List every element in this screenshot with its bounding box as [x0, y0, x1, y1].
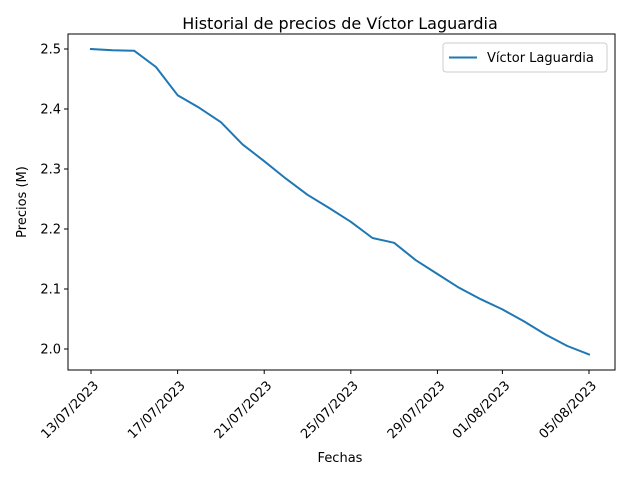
- y-tick-label: 2.2: [40, 223, 61, 238]
- y-tick-label: 2.1: [40, 283, 61, 298]
- y-axis-title: Precios (M): [15, 166, 30, 238]
- legend: Víctor Laguardia: [442, 42, 608, 73]
- plot-area: [67, 33, 616, 371]
- y-tick-label: 2.3: [40, 163, 61, 178]
- y-tick-label: 2.4: [40, 103, 61, 118]
- series-line: [89, 47, 591, 356]
- x-axis-title: Fechas: [318, 451, 363, 466]
- legend-box: [442, 42, 608, 73]
- axes-frame: [67, 33, 616, 371]
- y-tick-label: 2.5: [40, 43, 61, 58]
- y-tick-label: 2.0: [40, 343, 61, 358]
- series-layer: [89, 47, 591, 356]
- chart-title: Historial de precios de Víctor Laguardia: [182, 14, 498, 33]
- y-axis: 2.0 2.1 2.2 2.3 2.4 2.5: [40, 43, 68, 358]
- legend-label: Víctor Laguardia: [487, 51, 594, 66]
